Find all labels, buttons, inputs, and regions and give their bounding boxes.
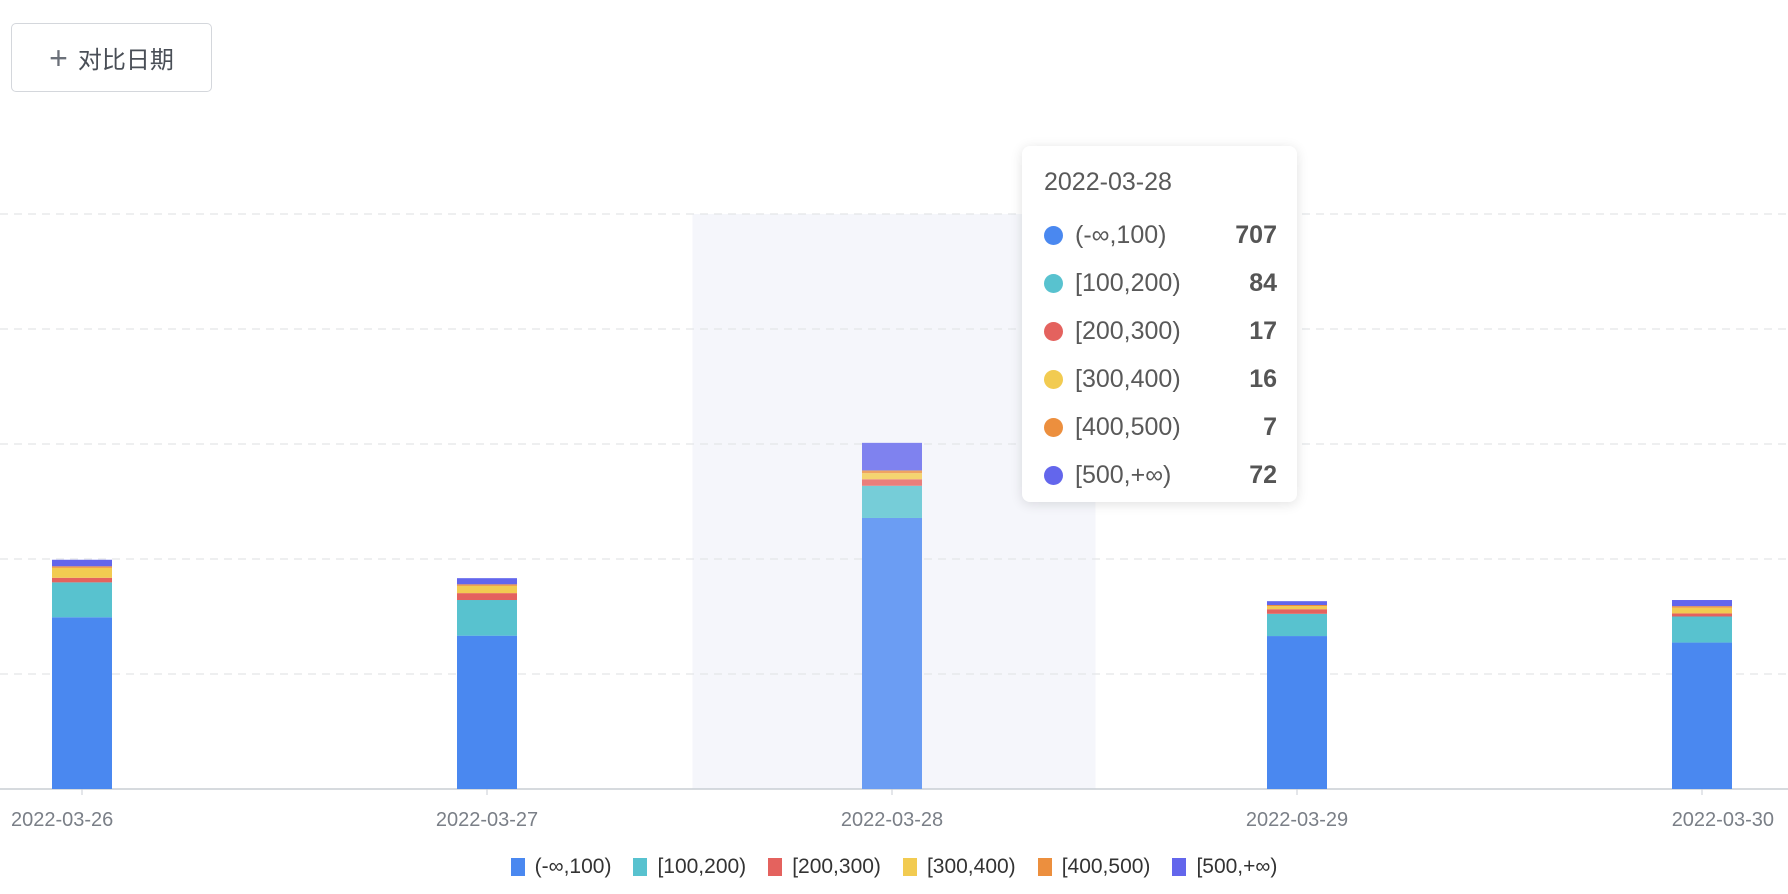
legend-item[interactable]: [400,500)	[1037, 855, 1151, 879]
tooltip-row: [100,200) 84	[1044, 259, 1277, 307]
plus-icon: +	[49, 39, 68, 76]
bar-segment[interactable]	[52, 577, 112, 583]
tooltip-row: [500,+∞) 72	[1044, 451, 1277, 499]
tooltip-value: 707	[1235, 220, 1277, 249]
bar-segment[interactable]	[1267, 601, 1327, 605]
legend-item[interactable]: [100,200)	[633, 855, 746, 879]
tooltip-value: 84	[1249, 268, 1277, 297]
legend-item[interactable]: [200,300)	[768, 855, 881, 879]
bar-segment[interactable]	[862, 517, 922, 789]
legend-item[interactable]: (-∞,100)	[510, 855, 612, 879]
x-tick-label: 2022-03-26	[11, 809, 113, 831]
bar-segment[interactable]	[457, 600, 517, 636]
legend-swatch-icon	[510, 858, 525, 876]
tooltip-label: [300,400)	[1075, 364, 1181, 393]
bar-segment[interactable]	[862, 485, 922, 518]
bar-segment[interactable]	[1267, 636, 1327, 789]
tooltip-title: 2022-03-28	[1044, 168, 1172, 196]
chart-tooltip: 2022-03-28 (-∞,100) 707 [100,200) 84 [200,30…	[1022, 146, 1297, 502]
bar-segment[interactable]	[457, 584, 517, 586]
legend-label: [500,+∞)	[1196, 855, 1278, 878]
compare-date-button[interactable]: + 对比日期	[11, 23, 212, 92]
series-dot-icon	[1044, 225, 1063, 245]
bar-segment[interactable]	[862, 479, 922, 486]
tooltip-value: 16	[1249, 364, 1277, 393]
bar-segment[interactable]	[52, 582, 112, 618]
bar-segment[interactable]	[1267, 609, 1327, 614]
legend-item[interactable]: [500,+∞)	[1172, 855, 1277, 879]
bar-segment[interactable]	[1267, 605, 1327, 607]
series-dot-icon	[1044, 273, 1063, 293]
bar-segment[interactable]	[457, 635, 517, 789]
legend-swatch-icon	[1172, 858, 1187, 876]
bar-segment[interactable]	[862, 470, 922, 474]
legend-label: [100,200)	[657, 855, 747, 878]
legend-item[interactable]: [300,400)	[902, 855, 1016, 879]
legend-label: [400,500)	[1061, 855, 1151, 878]
tooltip-row: (-∞,100) 707	[1044, 211, 1277, 259]
chart-legend: (-∞,100) [100,200) [200,300) [300,400) [400,…	[0, 855, 1788, 879]
tooltip-row: [300,400) 16	[1044, 355, 1277, 403]
bar-segment[interactable]	[1672, 642, 1732, 789]
compare-date-label: 对比日期	[77, 47, 174, 74]
x-tick-label: 2022-03-29	[1246, 809, 1348, 831]
bar-segment[interactable]	[1672, 606, 1732, 608]
x-tick-label: 2022-03-28	[841, 809, 943, 831]
bar-segment[interactable]	[862, 473, 922, 480]
series-dot-icon	[1044, 369, 1063, 389]
bar-segment[interactable]	[457, 593, 517, 601]
bar-segment[interactable]	[52, 566, 112, 568]
legend-swatch-icon	[1037, 858, 1052, 876]
legend-swatch-icon	[768, 858, 783, 876]
bar-segment[interactable]	[457, 585, 517, 594]
tooltip-row: [400,500) 7	[1044, 403, 1277, 451]
series-dot-icon	[1044, 321, 1063, 341]
legend-label: [200,300)	[792, 855, 881, 878]
series-dot-icon	[1044, 465, 1063, 485]
tooltip-value: 17	[1249, 316, 1277, 345]
legend-label: [300,400)	[926, 855, 1016, 878]
tooltip-value: 72	[1249, 460, 1277, 489]
tooltip-label: [500,+∞)	[1075, 460, 1172, 489]
bar-segment[interactable]	[1672, 613, 1732, 617]
bar-segment[interactable]	[1672, 616, 1732, 643]
bar-segment[interactable]	[862, 442, 922, 471]
legend-swatch-icon	[633, 858, 648, 876]
bar-segment[interactable]	[52, 559, 112, 567]
tooltip-label: (-∞,100)	[1075, 220, 1167, 249]
series-dot-icon	[1044, 417, 1063, 437]
tooltip-label: [200,300)	[1075, 316, 1181, 345]
bar-segment[interactable]	[1267, 613, 1327, 637]
tooltip-row: [200,300) 17	[1044, 307, 1277, 355]
bar-segment[interactable]	[52, 617, 112, 789]
legend-label: (-∞,100)	[534, 855, 612, 878]
x-tick-label: 2022-03-30	[1672, 809, 1774, 831]
bar-segment[interactable]	[1672, 600, 1732, 607]
x-tick-label: 2022-03-27	[436, 809, 538, 831]
bar-segment[interactable]	[52, 567, 112, 578]
tooltip-value: 7	[1263, 412, 1277, 441]
bar-segment[interactable]	[1267, 606, 1327, 610]
legend-swatch-icon	[902, 858, 917, 876]
tooltip-label: [400,500)	[1075, 412, 1181, 441]
bar-segment[interactable]	[457, 578, 517, 585]
tooltip-label: [100,200)	[1075, 268, 1181, 297]
bar-segment[interactable]	[1672, 607, 1732, 614]
